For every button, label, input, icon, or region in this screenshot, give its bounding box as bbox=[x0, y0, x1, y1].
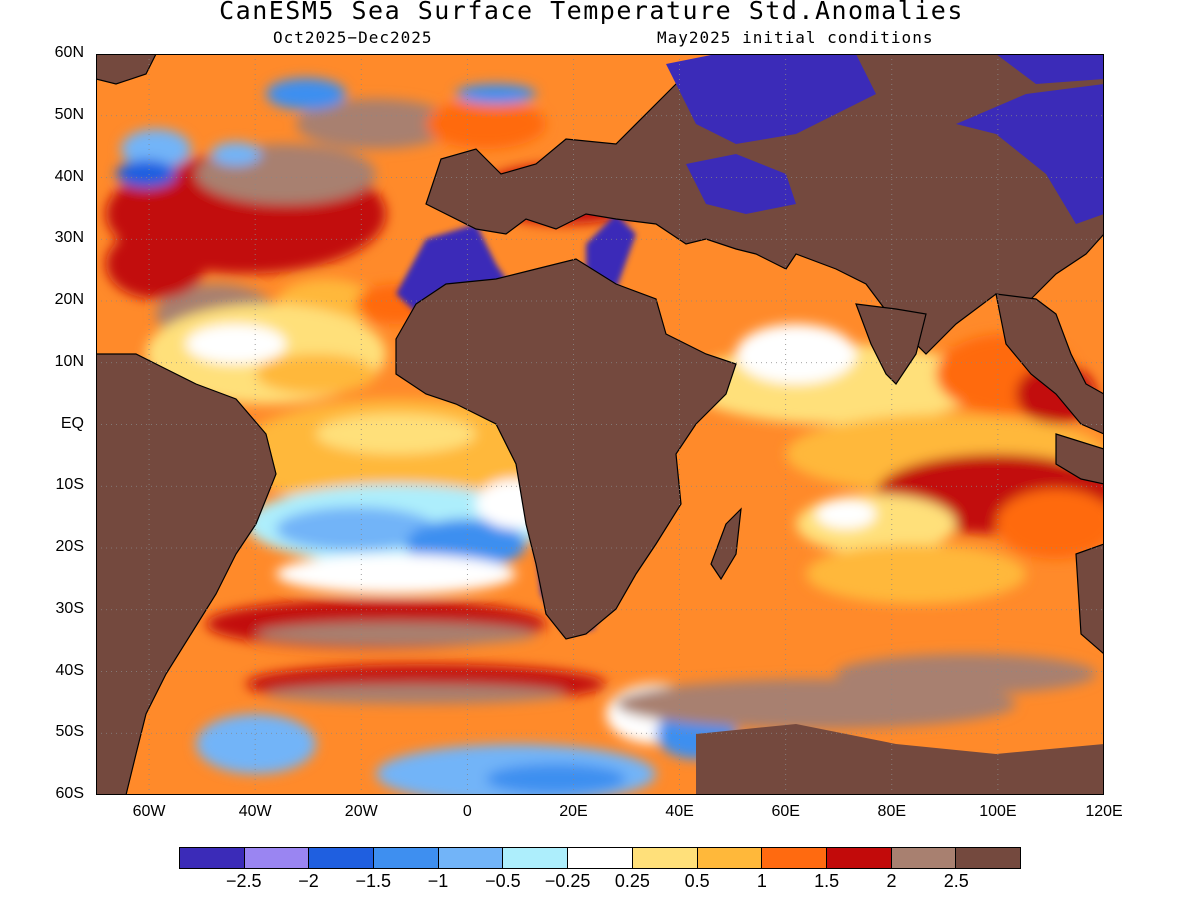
landmasses bbox=[96, 54, 1104, 795]
lat-tick-label: 60N bbox=[54, 44, 84, 61]
lat-tick-label: 50S bbox=[55, 723, 84, 741]
colorbar-swatch bbox=[632, 848, 698, 868]
colorbar-swatch bbox=[568, 848, 633, 868]
map-canvas bbox=[96, 54, 1104, 795]
lat-tick-label: 30S bbox=[55, 599, 84, 617]
lat-tick-label: 20S bbox=[55, 538, 84, 555]
anomaly-map bbox=[96, 54, 1104, 795]
lon-tick-label: 0 bbox=[462, 803, 472, 820]
lon-tick-label: 60E bbox=[771, 803, 800, 820]
colorbar-swatch bbox=[374, 848, 439, 868]
colorbar-label: 1.5 bbox=[814, 871, 840, 891]
colorbar-label: −2.5 bbox=[225, 871, 262, 891]
colorbar-swatch bbox=[826, 848, 892, 868]
colorbar-label: 2 bbox=[886, 871, 897, 891]
colorbar-swatch bbox=[697, 848, 763, 868]
colorbar-label: 0.25 bbox=[614, 871, 650, 891]
lat-tick-label: 40N bbox=[54, 167, 84, 185]
colorbar-swatch bbox=[438, 848, 504, 868]
colorbar-swatch bbox=[956, 848, 1020, 868]
lon-tick-label: 20W bbox=[344, 803, 378, 820]
lat-tick-label: 10N bbox=[54, 352, 84, 370]
colorbar-swatch bbox=[180, 848, 245, 868]
colorbar-swatch bbox=[244, 848, 310, 868]
colorbar-swatch bbox=[309, 848, 375, 868]
colorbar-label: 1 bbox=[756, 871, 767, 891]
forecast-period: Oct2025−Dec2025 bbox=[273, 28, 433, 47]
anomaly-field bbox=[106, 78, 1104, 795]
colorbar-swatch bbox=[503, 848, 569, 868]
colorbar-swatch bbox=[891, 848, 957, 868]
lon-tick-label: 80E bbox=[877, 803, 907, 820]
map-gridlines bbox=[96, 54, 1104, 795]
initial-conditions: May2025 initial conditions bbox=[657, 28, 934, 47]
lat-tick-label: 30N bbox=[54, 229, 84, 247]
lon-tick-label: 20E bbox=[559, 803, 588, 820]
map-frame bbox=[96, 54, 1104, 795]
colorbar-label: −1 bbox=[427, 871, 449, 891]
lat-tick-label: 50N bbox=[54, 105, 84, 123]
colorbar-swatch bbox=[762, 848, 827, 868]
map-title: CanESM5 Sea Surface Temperature Std.Anom… bbox=[219, 0, 964, 25]
cold-enclosed-seas bbox=[666, 54, 1104, 224]
lat-tick-label: 20N bbox=[54, 291, 84, 308]
lon-tick-label: 100E bbox=[979, 803, 1017, 820]
colorbar-label: −0.25 bbox=[544, 871, 591, 891]
colorbar-label: −0.5 bbox=[485, 871, 521, 891]
lon-tick-label: 120E bbox=[1085, 803, 1123, 820]
lat-tick-label: 10S bbox=[55, 476, 84, 494]
lon-tick-label: 40W bbox=[238, 803, 272, 820]
lon-tick-label: 40E bbox=[665, 803, 694, 820]
lat-tick-label: 60S bbox=[55, 785, 84, 802]
colorbar-label: 0.5 bbox=[684, 871, 710, 891]
colorbar-label: 2.5 bbox=[943, 871, 969, 891]
lon-tick-label: 60W bbox=[132, 803, 166, 820]
colorbar-label: −1.5 bbox=[355, 871, 392, 891]
lat-tick-label: EQ bbox=[60, 414, 84, 432]
lat-tick-label: 40S bbox=[55, 661, 84, 679]
colorbar bbox=[179, 847, 1021, 869]
colorbar-label: −2 bbox=[298, 871, 319, 891]
